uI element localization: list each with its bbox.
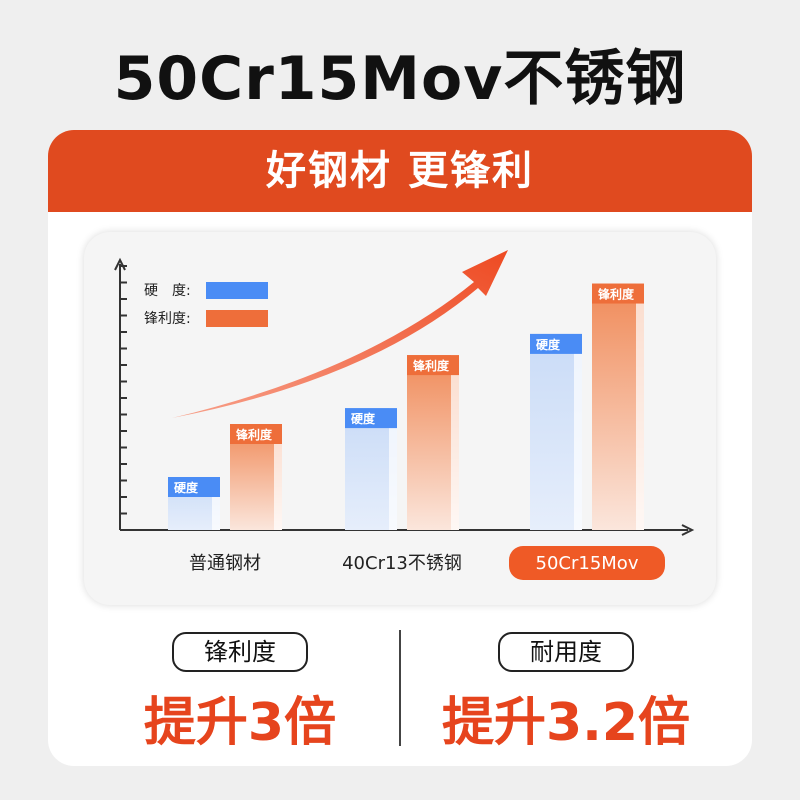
legend-swatch xyxy=(206,282,268,299)
bar: 锋利度 xyxy=(230,424,282,530)
bar: 锋利度 xyxy=(592,283,644,530)
page-title: 50Cr15Mov不锈钢 xyxy=(113,44,687,114)
stat-label-sharpness: 锋利度 xyxy=(172,632,308,672)
divider xyxy=(399,630,401,746)
bar: 硬度 xyxy=(345,408,397,530)
trend-arrow xyxy=(172,250,508,418)
bar-label: 锋利度 xyxy=(413,358,450,373)
legend-swatch xyxy=(206,310,268,327)
bar-label: 硬度 xyxy=(174,480,199,495)
x-tick-label: 普通钢材 xyxy=(189,553,261,574)
x-axis-arrow-icon xyxy=(681,524,695,536)
bar-label: 硬度 xyxy=(536,337,561,352)
stat-value-durability: 提升3.2倍 xyxy=(441,693,691,753)
bar-label: 锋利度 xyxy=(236,427,273,442)
x-tick-label: 40Cr13不锈钢 xyxy=(342,553,462,574)
stat-value-sharpness: 提升3倍 xyxy=(143,693,337,753)
stat-label-durability: 耐用度 xyxy=(498,632,634,672)
bar-label: 硬度 xyxy=(351,411,376,426)
bar: 硬度 xyxy=(530,333,582,530)
bar: 硬度 xyxy=(168,477,220,530)
highlight-pill xyxy=(509,546,665,580)
banner: 好钢材 更锋利 xyxy=(48,130,752,212)
bar: 锋利度 xyxy=(407,355,459,530)
legend-label: 硬 度: xyxy=(144,283,191,299)
x-tick-label: 50Cr15Mov xyxy=(536,553,639,574)
bar-label: 锋利度 xyxy=(598,287,635,302)
legend-label: 锋利度: xyxy=(144,311,191,327)
